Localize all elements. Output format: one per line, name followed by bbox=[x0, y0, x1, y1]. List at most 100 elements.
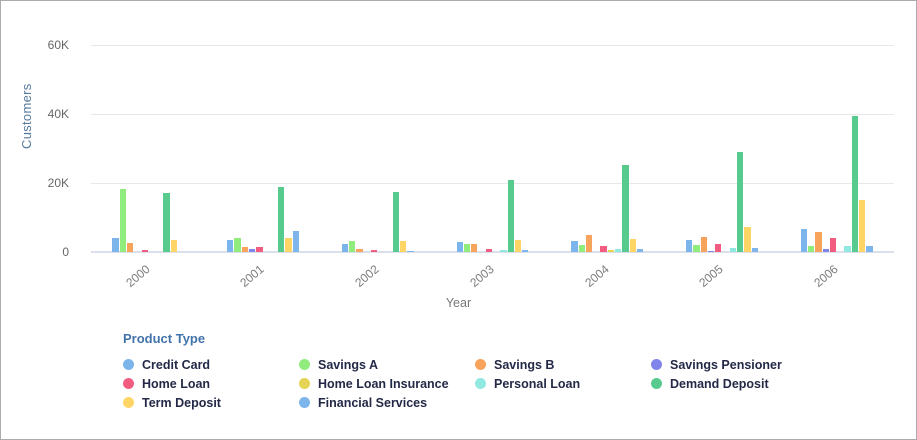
bar-slot bbox=[471, 45, 478, 252]
bar-savings-pensioner-2001[interactable] bbox=[248, 249, 256, 252]
bar-slot bbox=[851, 45, 859, 252]
bar-slot bbox=[859, 45, 866, 252]
bar-home-loan-2006[interactable] bbox=[829, 237, 837, 252]
legend-item-personal-loan[interactable]: Personal Loan bbox=[475, 377, 651, 391]
legend-marker-icon bbox=[123, 359, 134, 370]
bar-savings-b-2006[interactable] bbox=[815, 231, 822, 252]
bar-home-loan-2003[interactable] bbox=[485, 248, 492, 252]
legend-item-demand-deposit[interactable]: Demand Deposit bbox=[651, 377, 827, 391]
bar-slot bbox=[341, 45, 349, 252]
bar-term-deposit-2001[interactable] bbox=[285, 237, 292, 252]
legend-title: Product Type bbox=[123, 331, 206, 346]
bar-savings-a-2002[interactable] bbox=[349, 241, 356, 252]
legend-item-label: Personal Loan bbox=[494, 376, 581, 391]
bar-home-loan-2004[interactable] bbox=[600, 246, 607, 252]
legend-item-label: Financial Services bbox=[318, 395, 428, 410]
bar-credit-card-2000[interactable] bbox=[112, 237, 119, 252]
bar-slot bbox=[349, 45, 356, 252]
bar-slot bbox=[837, 45, 844, 252]
legend-item-home-loan[interactable]: Home Loan bbox=[123, 377, 299, 391]
bar-demand-deposit-2006[interactable] bbox=[851, 115, 859, 252]
bar-personal-loan-2005[interactable] bbox=[729, 247, 736, 252]
bar-slot bbox=[378, 45, 385, 252]
bar-credit-card-2004[interactable] bbox=[571, 241, 578, 252]
bar-slot bbox=[707, 45, 715, 252]
bar-slot bbox=[829, 45, 837, 252]
bar-slot bbox=[241, 45, 248, 252]
bar-savings-a-2004[interactable] bbox=[578, 245, 585, 252]
bar-savings-pensioner-2005[interactable] bbox=[707, 250, 715, 252]
bar-slot bbox=[807, 45, 815, 252]
bar-financial-services-2005[interactable] bbox=[751, 248, 758, 252]
bar-financial-services-2003[interactable] bbox=[522, 250, 529, 252]
bar-personal-loan-2004[interactable] bbox=[614, 249, 622, 252]
legend-item-credit-card[interactable]: Credit Card bbox=[123, 358, 299, 372]
bar-savings-a-2003[interactable] bbox=[463, 244, 471, 252]
bar-credit-card-2006[interactable] bbox=[800, 228, 807, 252]
bar-financial-services-2006[interactable] bbox=[866, 245, 873, 252]
bar-savings-b-2004[interactable] bbox=[585, 235, 593, 252]
bar-credit-card-2001[interactable] bbox=[227, 239, 234, 252]
bar-slot bbox=[600, 45, 607, 252]
bar-savings-b-2003[interactable] bbox=[471, 243, 478, 252]
bar-demand-deposit-2001[interactable] bbox=[278, 187, 285, 252]
bar-home-loan-2001[interactable] bbox=[256, 246, 263, 252]
bar-slot bbox=[622, 45, 629, 252]
bar-personal-loan-2006[interactable] bbox=[844, 246, 851, 252]
bar-slot bbox=[585, 45, 593, 252]
bar-slot bbox=[715, 45, 722, 252]
bar-savings-b-2001[interactable] bbox=[241, 247, 248, 252]
bar-savings-a-2006[interactable] bbox=[807, 246, 815, 252]
legend: Product Type Credit Card Savings A Savings… bbox=[123, 331, 827, 412]
bar-slot bbox=[822, 45, 829, 252]
bar-term-deposit-2004[interactable] bbox=[629, 238, 636, 252]
bar-slot bbox=[522, 45, 529, 252]
bar-demand-deposit-2003[interactable] bbox=[507, 180, 514, 252]
bar-home-loan-2005[interactable] bbox=[715, 243, 722, 252]
bar-credit-card-2005[interactable] bbox=[685, 239, 693, 252]
legend-item-savings-pensioner[interactable]: Savings Pensioner bbox=[651, 358, 827, 372]
bar-savings-pensioner-2006[interactable] bbox=[822, 248, 829, 252]
bar-home-loan-2002[interactable] bbox=[370, 249, 378, 252]
bar-term-deposit-2006[interactable] bbox=[859, 199, 866, 252]
bar-slot bbox=[256, 45, 263, 252]
bar-slot bbox=[492, 45, 499, 252]
bar-demand-deposit-2004[interactable] bbox=[622, 165, 629, 252]
bar-credit-card-2003[interactable] bbox=[456, 242, 463, 252]
legend-item-label: Savings A bbox=[318, 357, 378, 372]
bar-savings-b-2005[interactable] bbox=[700, 237, 707, 252]
bar-term-deposit-2000[interactable] bbox=[170, 239, 178, 252]
bar-term-deposit-2002[interactable] bbox=[400, 240, 407, 252]
legend-item-savings-b[interactable]: Savings B bbox=[475, 358, 651, 372]
bar-savings-a-2000[interactable] bbox=[119, 189, 126, 252]
legend-item-financial-services[interactable]: Financial Services bbox=[299, 396, 475, 410]
bar-slot bbox=[729, 45, 736, 252]
bar-savings-a-2001[interactable] bbox=[234, 237, 241, 252]
bar-term-deposit-2003[interactable] bbox=[514, 240, 522, 252]
bar-credit-card-2002[interactable] bbox=[341, 243, 349, 252]
bar-slot bbox=[629, 45, 636, 252]
bar-demand-deposit-2002[interactable] bbox=[392, 192, 400, 252]
bar-slot bbox=[844, 45, 851, 252]
bar-savings-b-2002[interactable] bbox=[356, 248, 363, 252]
bar-slot bbox=[571, 45, 578, 252]
bar-term-deposit-2005[interactable] bbox=[744, 227, 751, 252]
bar-financial-services-2002[interactable] bbox=[407, 250, 414, 252]
legend-marker-icon bbox=[475, 359, 486, 370]
bar-personal-loan-2003[interactable] bbox=[500, 250, 507, 252]
bar-slot bbox=[685, 45, 693, 252]
bar-group-2005 bbox=[685, 45, 758, 252]
legend-item-savings-a[interactable]: Savings A bbox=[299, 358, 475, 372]
bar-savings-b-2000[interactable] bbox=[126, 243, 134, 252]
bar-group-2003 bbox=[456, 45, 529, 252]
bar-demand-deposit-2005[interactable] bbox=[737, 152, 744, 252]
bar-demand-deposit-2000[interactable] bbox=[163, 193, 170, 252]
bar-home-loan-2000[interactable] bbox=[141, 250, 148, 252]
legend-item-term-deposit[interactable]: Term Deposit bbox=[123, 396, 299, 410]
bar-group-2002 bbox=[341, 45, 414, 252]
bar-financial-services-2004[interactable] bbox=[636, 249, 644, 252]
legend-item-home-loan-insurance[interactable]: Home Loan Insurance bbox=[299, 377, 475, 391]
bar-home-loan-insurance-2004[interactable] bbox=[607, 250, 614, 252]
bar-savings-a-2005[interactable] bbox=[693, 245, 700, 252]
bar-financial-services-2001[interactable] bbox=[292, 230, 300, 252]
